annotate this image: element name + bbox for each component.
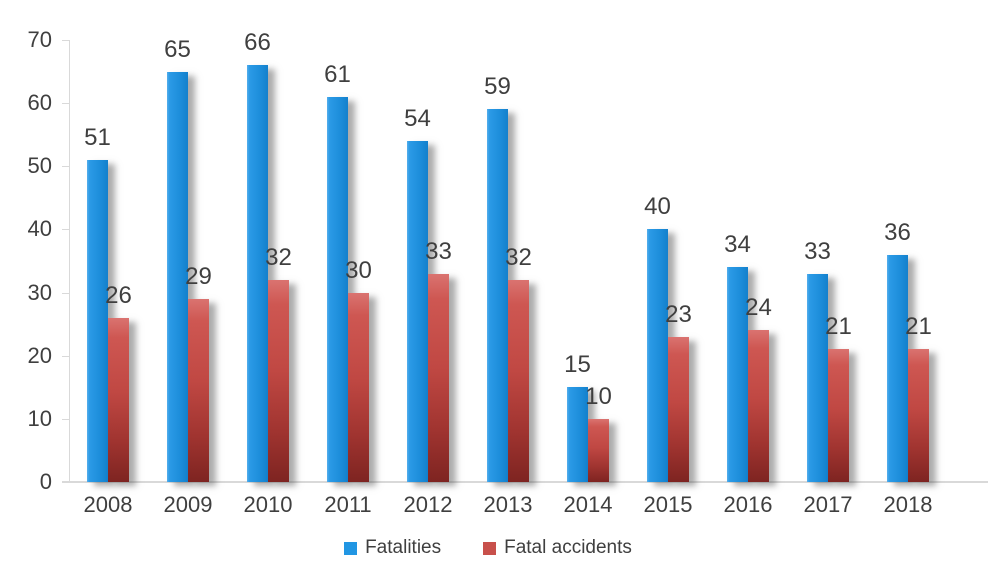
data-label: 59 bbox=[484, 73, 511, 101]
y-tick-mark bbox=[62, 40, 69, 41]
y-tick-label: 70 bbox=[27, 27, 52, 52]
data-label: 30 bbox=[345, 256, 372, 284]
bar-fatalities-2017 bbox=[807, 273, 828, 482]
y-tick-mark bbox=[62, 355, 69, 357]
fatal-accidents-swatch-icon bbox=[483, 541, 497, 555]
bar-fatal-accidents-2015 bbox=[668, 336, 689, 482]
data-label: 23 bbox=[665, 300, 692, 328]
data-label: 26 bbox=[105, 281, 132, 309]
data-label: 61 bbox=[324, 60, 351, 88]
data-label: 40 bbox=[644, 193, 671, 221]
x-tick-label: 2012 bbox=[403, 492, 453, 517]
data-label: 29 bbox=[185, 262, 212, 290]
y-tick-mark bbox=[62, 292, 69, 294]
data-label: 66 bbox=[244, 29, 271, 57]
data-label: 36 bbox=[884, 218, 911, 246]
bar-fatalities-2011 bbox=[327, 96, 348, 482]
bar-fatal-accidents-2016 bbox=[748, 330, 769, 482]
data-label: 51 bbox=[84, 123, 111, 151]
bar-fatal-accidents-2014 bbox=[588, 418, 609, 482]
y-tick-label: 10 bbox=[27, 405, 52, 431]
data-label: 33 bbox=[425, 237, 452, 265]
bar-fatalities-2012 bbox=[407, 141, 428, 482]
y-tick-mark bbox=[62, 418, 69, 420]
y-tick-label: 50 bbox=[27, 153, 52, 179]
bar-fatal-accidents-2008 bbox=[108, 317, 129, 482]
bar-fatal-accidents-2018 bbox=[908, 349, 929, 482]
data-label: 32 bbox=[505, 243, 532, 271]
x-tick-label: 2011 bbox=[324, 492, 372, 517]
bar-fatal-accidents-2013 bbox=[508, 279, 529, 482]
y-tick-label: 40 bbox=[27, 216, 52, 242]
y-tick-label: 30 bbox=[27, 279, 52, 305]
data-label: 15 bbox=[564, 351, 591, 379]
y-tick-mark bbox=[62, 103, 69, 105]
bar-fatal-accidents-2017 bbox=[828, 349, 849, 482]
data-label: 34 bbox=[724, 231, 751, 259]
y-axis-line bbox=[69, 40, 70, 482]
x-tick-label: 2015 bbox=[643, 492, 693, 517]
legend-item-fatalities: Fatalities bbox=[344, 537, 441, 559]
x-tick-label: 2018 bbox=[883, 492, 933, 517]
y-tick-label: 0 bbox=[39, 469, 52, 494]
x-axis-line bbox=[62, 481, 988, 483]
data-label: 21 bbox=[905, 313, 932, 341]
data-label: 65 bbox=[164, 35, 191, 63]
data-label: 54 bbox=[404, 105, 431, 133]
data-label: 10 bbox=[585, 382, 612, 410]
fatalities-swatch-icon bbox=[344, 541, 358, 555]
x-tick-label: 2016 bbox=[723, 492, 773, 517]
legend-label: Fatalities bbox=[365, 537, 442, 558]
legend-label: Fatal accidents bbox=[504, 537, 632, 558]
y-tick-mark bbox=[62, 229, 69, 231]
bar-fatalities-2018 bbox=[887, 254, 908, 482]
bar-fatalities-2014 bbox=[567, 387, 588, 482]
bar-fatalities-2009 bbox=[167, 71, 188, 482]
bar-fatalities-2008 bbox=[87, 159, 108, 482]
bar-fatalities-2015 bbox=[647, 229, 668, 482]
x-tick-label: 2010 bbox=[243, 492, 293, 517]
bar-fatal-accidents-2009 bbox=[188, 298, 209, 482]
x-tick-label: 2017 bbox=[803, 492, 853, 517]
bar-fatal-accidents-2012 bbox=[428, 273, 449, 482]
bar-fatalities-2016 bbox=[727, 267, 748, 482]
legend-item-fatal-accidents: Fatal accidents bbox=[483, 537, 632, 559]
data-label: 21 bbox=[825, 313, 852, 341]
bar-fatal-accidents-2010 bbox=[268, 279, 289, 482]
y-tick-mark bbox=[62, 166, 69, 168]
x-tick-label: 2014 bbox=[563, 492, 613, 517]
y-tick-label: 20 bbox=[27, 342, 52, 368]
data-label: 33 bbox=[804, 237, 831, 265]
bar-fatal-accidents-2011 bbox=[348, 292, 369, 482]
legend: Fatalities Fatal accidents bbox=[0, 537, 988, 559]
y-tick-mark bbox=[62, 482, 69, 483]
x-tick-label: 2008 bbox=[83, 492, 133, 517]
bar-fatalities-2010 bbox=[247, 65, 268, 482]
x-tick-label: 2013 bbox=[483, 492, 533, 517]
x-tick-label: 2009 bbox=[163, 492, 213, 517]
bar-fatalities-2013 bbox=[487, 109, 508, 482]
data-label: 24 bbox=[745, 294, 772, 322]
data-label: 32 bbox=[265, 243, 292, 271]
y-tick-label: 60 bbox=[27, 90, 52, 116]
